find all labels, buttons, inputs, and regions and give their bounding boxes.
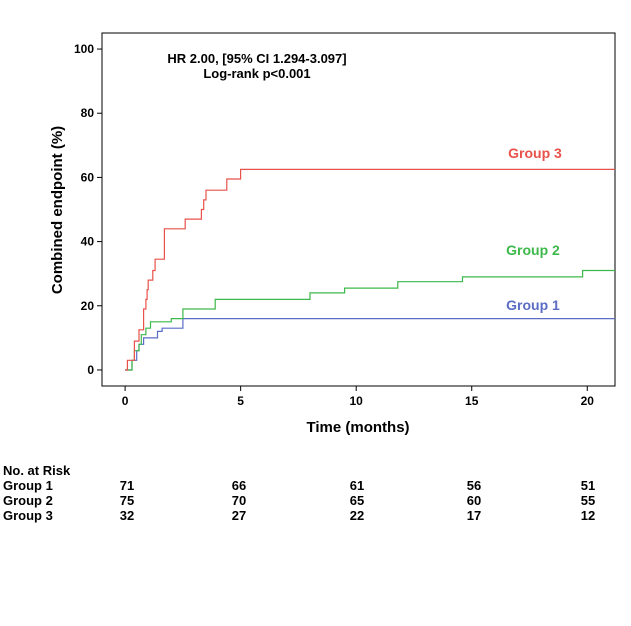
risk-cell: 65 xyxy=(350,493,364,508)
risk-row-label: Group 3 xyxy=(3,508,53,523)
x-tick-label: 20 xyxy=(581,394,595,408)
y-tick-label: 100 xyxy=(74,42,94,56)
risk-cell: 66 xyxy=(232,478,246,493)
x-axis: 0 5 10 15 20 xyxy=(122,386,595,408)
risk-cell: 55 xyxy=(581,493,595,508)
risk-cell: 51 xyxy=(581,478,595,493)
risk-cell: 12 xyxy=(581,508,595,523)
series-label-group-1: Group 1 xyxy=(506,297,560,313)
risk-cell: 61 xyxy=(350,478,364,493)
y-axis-title: Combined endpoint (%) xyxy=(49,126,66,294)
risk-cell: 22 xyxy=(350,508,364,523)
y-tick-label: 60 xyxy=(81,170,95,184)
x-tick-label: 15 xyxy=(465,394,479,408)
risk-cell: 17 xyxy=(467,508,481,523)
x-axis-title: Time (months) xyxy=(306,419,409,436)
y-axis: 0 20 40 60 80 100 xyxy=(74,42,102,377)
x-tick-label: 10 xyxy=(350,394,364,408)
risk-cell: 75 xyxy=(120,493,134,508)
risk-row-label: Group 2 xyxy=(3,493,53,508)
plot-area xyxy=(101,32,616,387)
series-label-group-3: Group 3 xyxy=(508,145,562,161)
risk-cell: 27 xyxy=(232,508,246,523)
y-tick-label: 20 xyxy=(81,299,95,313)
risk-cell: 70 xyxy=(232,493,246,508)
hr-annotation: HR 2.00, [95% CI 1.294-3.097] xyxy=(167,51,346,66)
y-tick-label: 40 xyxy=(81,235,95,249)
risk-cell: 71 xyxy=(120,478,134,493)
risk-row-label: Group 1 xyxy=(3,478,53,493)
x-tick-label: 5 xyxy=(237,394,244,408)
risk-cell: 60 xyxy=(467,493,481,508)
y-tick-label: 0 xyxy=(87,363,94,377)
risk-table: No. at Risk Group 1 71 66 61 56 51 Group 2 75 70… xyxy=(3,463,595,523)
x-tick-label: 0 xyxy=(122,394,129,408)
risk-cell: 32 xyxy=(120,508,134,523)
y-tick-label: 80 xyxy=(81,106,95,120)
risk-table-rows: Group 1 71 66 61 56 51 Group 2 75 70 65 60 55 Group … xyxy=(3,478,595,523)
series-layer xyxy=(125,168,615,371)
risk-table-header: No. at Risk xyxy=(3,463,71,478)
series-line-group-2 xyxy=(125,269,615,371)
risk-cell: 56 xyxy=(467,478,481,493)
series-line-group-3 xyxy=(125,168,615,371)
logrank-annotation: Log-rank p<0.001 xyxy=(203,66,310,81)
series-label-group-2: Group 2 xyxy=(506,242,560,258)
